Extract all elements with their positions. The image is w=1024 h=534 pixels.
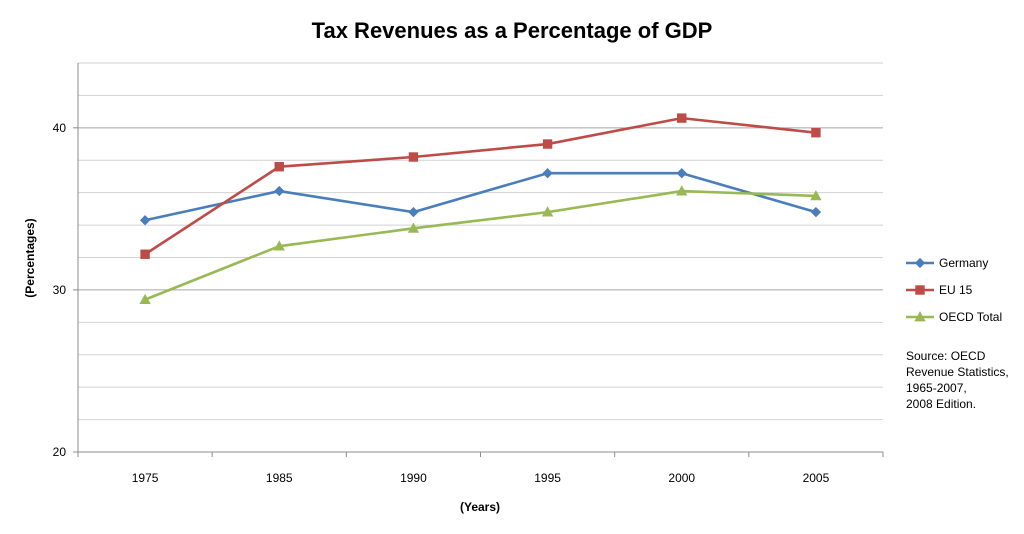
y-axis-title: (Percentages) xyxy=(23,218,37,297)
source-note: Source: OECD Revenue Statistics, 1965-20… xyxy=(906,349,1009,411)
data-point xyxy=(541,206,554,217)
series-lines xyxy=(139,113,822,305)
y-tick-label: 30 xyxy=(53,283,67,297)
legend-item-eu-15: EU 15 xyxy=(906,283,973,297)
data-point xyxy=(407,222,420,233)
legend-marker xyxy=(914,311,926,322)
data-point xyxy=(139,293,151,305)
series-oecd-total xyxy=(139,185,822,305)
tick-labels: 20 30 40 1975 1985 1990 1995 2000 2005 xyxy=(53,121,830,485)
legend-marker xyxy=(914,257,926,269)
data-point xyxy=(274,162,284,172)
x-tick-label: 1985 xyxy=(266,471,293,485)
legend-item-germany: Germany xyxy=(906,256,988,270)
y-tick-label: 20 xyxy=(53,445,67,459)
data-point xyxy=(810,190,822,201)
series-line-oecd-total xyxy=(144,189,816,301)
x-tick-label: 1995 xyxy=(534,471,561,485)
x-tick-label: 2000 xyxy=(668,471,695,485)
y-tick-label: 40 xyxy=(53,121,67,135)
data-point xyxy=(274,185,285,197)
legend-marker xyxy=(915,285,925,295)
x-tick-label: 1975 xyxy=(132,471,159,485)
x-axis-title: (Years) xyxy=(460,500,500,514)
series-eu-15 xyxy=(140,113,821,259)
legend-item-oecd-total: OECD Total xyxy=(906,310,1002,324)
chart-title: Tax Revenues as a Percentage of GDP xyxy=(312,18,713,43)
gridlines xyxy=(78,62,883,421)
data-point xyxy=(408,206,419,218)
data-point xyxy=(408,152,419,162)
series-germany xyxy=(139,168,822,226)
legend: Germany EU 15 OECD Total xyxy=(906,256,1002,324)
data-point xyxy=(677,113,687,123)
data-point xyxy=(542,168,553,179)
data-point xyxy=(273,240,285,251)
data-point xyxy=(140,249,150,259)
series-line-germany xyxy=(144,171,817,222)
data-point xyxy=(676,168,687,179)
data-point xyxy=(676,185,688,196)
legend-label: OECD Total xyxy=(939,310,1002,324)
x-tick-label: 2005 xyxy=(803,471,830,485)
data-point xyxy=(810,206,822,218)
series-line-eu-15 xyxy=(144,116,817,256)
legend-label: EU 15 xyxy=(939,283,973,297)
legend-label: Germany xyxy=(939,256,988,270)
data-point xyxy=(542,139,553,149)
x-tick-label: 1990 xyxy=(400,471,427,485)
data-point xyxy=(811,127,821,138)
data-point xyxy=(139,215,151,226)
axes xyxy=(73,63,884,457)
